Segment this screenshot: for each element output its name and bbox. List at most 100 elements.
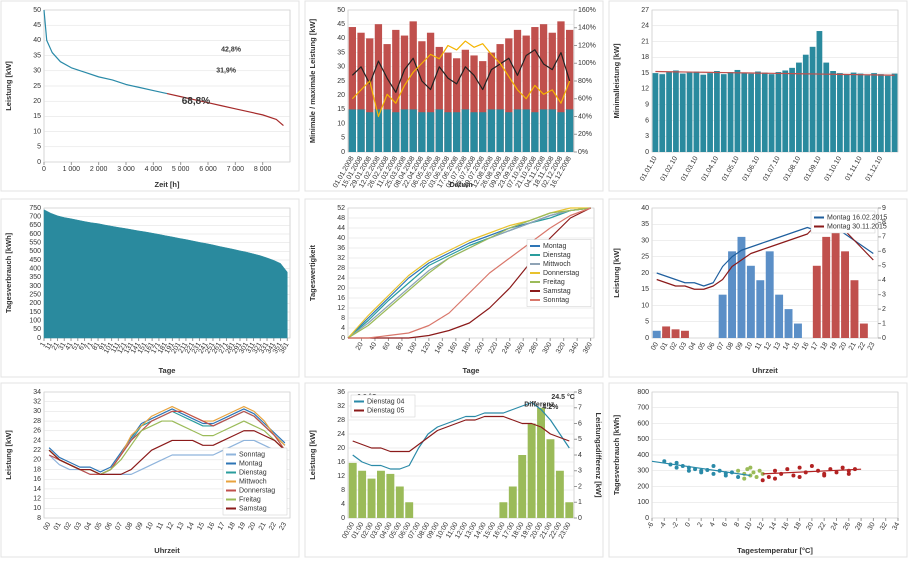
y-tick-label: 30 — [337, 64, 345, 71]
x-tick-label: 141 — [130, 341, 142, 355]
x-tick-label: 26 — [842, 521, 852, 531]
x-tick-label: 1 — [39, 341, 47, 348]
bar — [700, 74, 707, 152]
y-tick-label: 600 — [637, 420, 649, 427]
y-tick-label: 600 — [29, 231, 41, 238]
x-tick-label: 71 — [85, 341, 95, 351]
x-tick-label: 18 — [793, 521, 803, 531]
line — [762, 468, 862, 475]
y-tick-label: 52 — [337, 205, 345, 212]
y-tick-label: 30 — [641, 237, 649, 244]
x-tick-label: 291 — [231, 341, 243, 355]
y-tick-label: 32 — [337, 403, 345, 410]
x-tick-label: 4 — [709, 521, 717, 528]
y-tick-label: 32 — [337, 255, 345, 262]
y-tick-label: 24 — [337, 431, 345, 438]
bar — [348, 462, 357, 518]
y2-tick-label: 8 — [882, 219, 886, 226]
x-tick-label: 23 — [278, 521, 288, 531]
x-tick-label: 140 — [434, 341, 446, 355]
x-tick-label: 340 — [569, 341, 581, 355]
x-tick-label: 360 — [582, 341, 594, 355]
x-axis-title: Tage — [463, 366, 480, 375]
legend-label: Dienstag 04 — [367, 398, 404, 405]
scatter-point — [773, 468, 777, 473]
y-tick-label: 400 — [29, 266, 41, 273]
bar — [496, 44, 504, 152]
x-tick-label: 13 — [176, 521, 186, 531]
scatter-point — [846, 471, 851, 476]
bar — [652, 330, 661, 338]
y-tick-label: 16 — [337, 295, 345, 302]
bar — [357, 32, 365, 152]
x-tick-label: 180 — [461, 341, 473, 355]
legend-label: Montag 30.11.2015 — [827, 223, 887, 230]
y-tick-label: 12 — [337, 473, 345, 480]
x-tick-label: 06 — [707, 341, 717, 351]
y-tick-label: 12 — [337, 305, 345, 312]
y-tick-label: 50 — [33, 326, 41, 333]
scatter-point — [751, 470, 756, 475]
y-tick-label: 0 — [37, 159, 41, 166]
bar — [728, 251, 736, 338]
y-tick-label: 500 — [637, 436, 649, 443]
scatter-point — [834, 470, 839, 475]
bar — [479, 61, 487, 153]
y-tick-label: 0 — [645, 335, 649, 342]
y-tick-label: 300 — [29, 283, 41, 290]
bar — [418, 41, 426, 152]
x-tick-label: 3 000 — [117, 166, 135, 173]
x-tick-label: 160 — [447, 341, 459, 355]
legend-label: Dienstag — [543, 252, 571, 259]
y2-tick-label: 4 — [578, 452, 582, 459]
x-tick-label: 300 — [542, 341, 554, 355]
y-tick-label: 22 — [33, 447, 41, 454]
y-tick-label: 0 — [645, 515, 649, 522]
x-tick-label: 12 — [165, 521, 175, 531]
y2-tick-label: 60% — [578, 96, 592, 103]
plot-area — [651, 9, 899, 153]
line — [347, 207, 591, 339]
y-tick-label: 24 — [33, 437, 41, 444]
x-tick-label: 2 — [697, 521, 705, 528]
x-tick-label: 261 — [211, 341, 223, 355]
x-tick-label: 05 — [94, 521, 104, 531]
bar — [727, 72, 734, 152]
legend-label: Sonntag — [543, 297, 569, 304]
bar — [765, 251, 774, 338]
y-tick-label: 8 — [37, 515, 41, 522]
x-tick-label: 17 — [217, 521, 227, 531]
y-tick-label: 20 — [33, 457, 41, 464]
y-tick-label: 12 — [33, 495, 41, 502]
y-tick-label: 250 — [29, 292, 41, 299]
y-tick-label: 10 — [33, 128, 41, 135]
x-tick-label: 151 — [137, 341, 149, 355]
bar — [823, 62, 830, 153]
y2-tick-label: 6 — [578, 420, 582, 427]
bar — [555, 470, 564, 518]
bar — [392, 112, 400, 152]
x-tick-label: 111 — [110, 341, 121, 354]
line — [48, 430, 286, 475]
x-tick-label: 15 — [196, 521, 206, 531]
bar — [513, 29, 522, 153]
y-tick-label: 9 — [645, 102, 649, 109]
bar — [748, 73, 754, 152]
x-tick-label: 19 — [237, 521, 247, 531]
y-tick-label: 36 — [337, 245, 345, 252]
x-tick-label: 12 — [763, 341, 773, 351]
x-tick-label: 6 000 — [199, 166, 217, 173]
y2-tick-label: 7 — [578, 405, 582, 412]
x-tick-label: 14 — [782, 341, 792, 351]
y-axis-title: Minimale / maximale Leistung [kW] — [308, 18, 317, 143]
bar — [367, 478, 376, 518]
x-tick-label: 08 — [725, 341, 735, 351]
bar — [435, 109, 443, 152]
legend-label: Freitag — [543, 279, 565, 286]
bar — [444, 112, 452, 152]
x-tick-label: 07 — [114, 521, 124, 531]
bar — [841, 251, 849, 338]
x-tick-label: 131 — [123, 341, 135, 355]
bar — [768, 74, 775, 152]
y-tick-label: 50 — [33, 7, 41, 14]
